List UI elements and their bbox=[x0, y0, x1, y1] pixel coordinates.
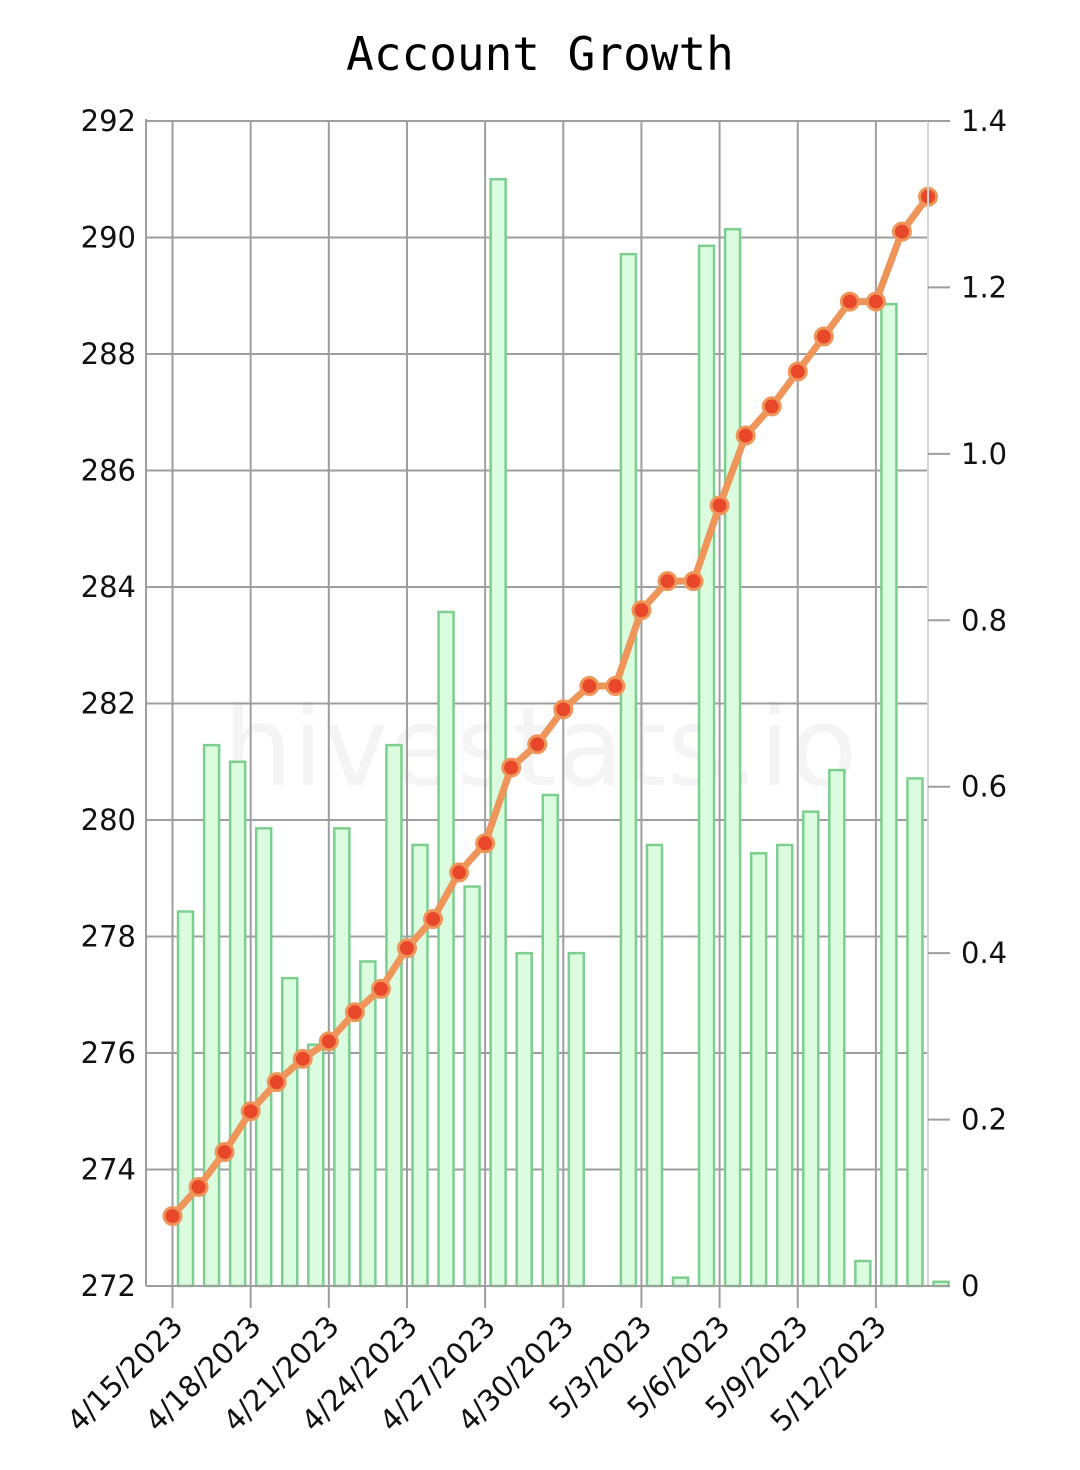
left-axis-tick-label: 278 bbox=[81, 920, 136, 954]
line-point bbox=[501, 757, 522, 778]
bar bbox=[619, 252, 638, 1288]
bar bbox=[645, 843, 664, 1288]
line-point bbox=[865, 291, 886, 312]
left-axis-tick-label: 272 bbox=[81, 1269, 136, 1303]
line-point bbox=[787, 361, 808, 382]
bar bbox=[254, 827, 273, 1288]
chart-title: Account Growth bbox=[346, 27, 734, 81]
line-point bbox=[292, 1048, 313, 1069]
right-axis-tick-label: 0.2 bbox=[961, 1103, 1007, 1137]
line-point bbox=[475, 833, 496, 854]
line-point bbox=[240, 1101, 261, 1122]
line-point bbox=[839, 291, 860, 312]
bar bbox=[228, 760, 247, 1288]
line-point bbox=[605, 676, 626, 697]
bar bbox=[307, 1043, 325, 1288]
line-point bbox=[266, 1072, 287, 1093]
bar bbox=[176, 910, 195, 1288]
line-point bbox=[527, 734, 548, 755]
left-axis-tick-label: 280 bbox=[81, 803, 136, 837]
bar bbox=[775, 843, 794, 1288]
bar bbox=[567, 951, 586, 1288]
bar bbox=[802, 810, 820, 1288]
line-point bbox=[423, 909, 444, 930]
bar bbox=[411, 843, 429, 1288]
line-point bbox=[396, 938, 417, 959]
line-point bbox=[891, 221, 912, 242]
left-axis-tick-label: 274 bbox=[81, 1153, 136, 1187]
bar bbox=[671, 1276, 690, 1288]
right-axis-tick-label: 0.6 bbox=[961, 770, 1007, 804]
bar bbox=[463, 885, 481, 1288]
bar bbox=[280, 976, 299, 1288]
right-axis-tick-label: 1.2 bbox=[961, 270, 1007, 304]
line-point bbox=[370, 978, 391, 999]
right-axis-tick-label: 0 bbox=[961, 1269, 979, 1303]
line-point bbox=[761, 396, 782, 417]
line-point bbox=[631, 600, 652, 621]
bar bbox=[828, 768, 846, 1288]
bar bbox=[333, 827, 351, 1288]
line-point bbox=[579, 676, 600, 697]
right-axis-tick-label: 1.4 bbox=[961, 104, 1007, 138]
line-point bbox=[657, 571, 678, 592]
bar bbox=[437, 610, 455, 1288]
bar bbox=[385, 743, 403, 1288]
line-point bbox=[318, 1031, 339, 1052]
bar bbox=[749, 852, 768, 1288]
bar bbox=[489, 178, 507, 1288]
line-point bbox=[813, 326, 834, 347]
line-point bbox=[553, 699, 574, 720]
bar bbox=[880, 302, 898, 1288]
left-axis-tick-label: 284 bbox=[81, 570, 136, 604]
bar bbox=[906, 777, 924, 1288]
bar bbox=[515, 951, 533, 1288]
left-axis-tick-label: 286 bbox=[81, 454, 136, 488]
line-point bbox=[188, 1176, 209, 1197]
line-point bbox=[449, 862, 470, 883]
line-point bbox=[709, 495, 730, 516]
bar bbox=[854, 1259, 872, 1288]
right-axis-tick-label: 1.0 bbox=[961, 437, 1007, 471]
line-point bbox=[214, 1142, 235, 1163]
left-axis-tick-label: 276 bbox=[81, 1036, 136, 1070]
bar-series bbox=[176, 178, 950, 1288]
line-point bbox=[344, 1002, 365, 1023]
left-axis-tick-label: 290 bbox=[81, 221, 136, 255]
left-axis-tick-label: 282 bbox=[81, 687, 136, 721]
bar bbox=[697, 244, 716, 1288]
bar bbox=[202, 743, 221, 1288]
line-point bbox=[683, 571, 704, 592]
bar bbox=[541, 793, 559, 1288]
line-point bbox=[735, 425, 756, 446]
left-axis-tick-label: 288 bbox=[81, 337, 136, 371]
bar bbox=[723, 227, 742, 1288]
line-point bbox=[162, 1206, 183, 1227]
left-axis-tick-label: 292 bbox=[81, 104, 136, 138]
grid-lines bbox=[146, 120, 928, 1287]
right-axis-tick-label: 0.4 bbox=[961, 936, 1007, 970]
right-axis-tick-label: 0.8 bbox=[961, 603, 1007, 637]
line-series bbox=[162, 186, 938, 1227]
